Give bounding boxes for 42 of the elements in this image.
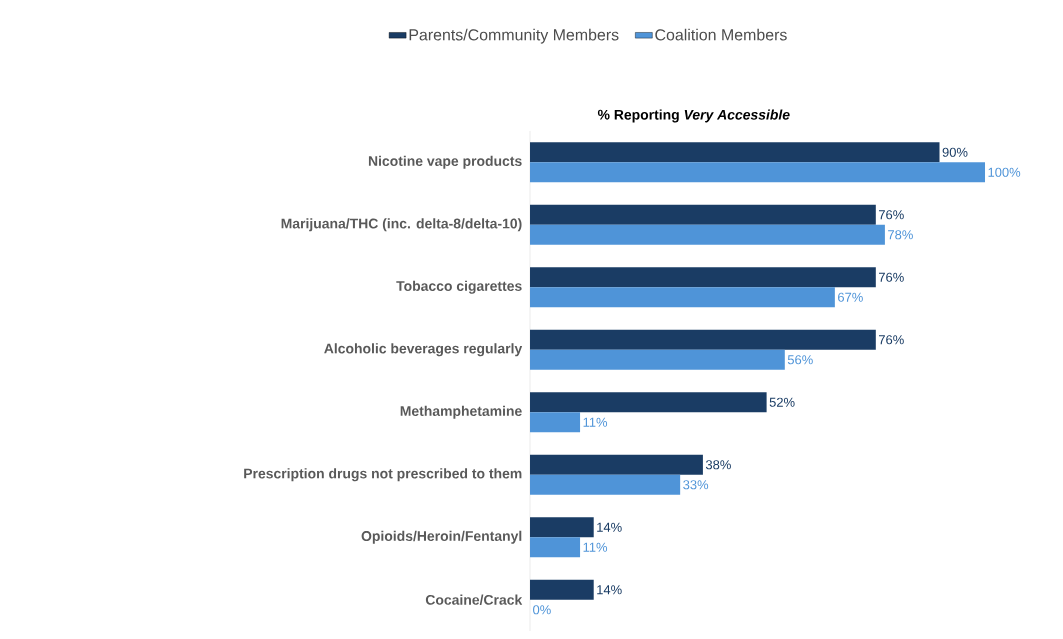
bar xyxy=(530,162,986,183)
y-tick-label: Opioids/Heroin/Fentanyl xyxy=(361,530,522,544)
y-tick-label: Methamphetamine xyxy=(400,405,522,419)
y-tick-label: Alcoholic beverages regularly xyxy=(324,343,523,357)
data-label: 76% xyxy=(879,335,904,345)
data-label: 52% xyxy=(769,397,795,407)
bar xyxy=(530,517,594,538)
bar xyxy=(530,224,885,245)
chart-title: % Reporting Very Accessible xyxy=(597,109,790,123)
data-label: 90% xyxy=(942,147,968,157)
data-label: 11% xyxy=(583,542,608,552)
data-label: 11% xyxy=(583,417,608,427)
y-tick-label: Prescription drugs not prescribed to them xyxy=(244,468,522,482)
data-label: 67% xyxy=(838,292,863,302)
bar xyxy=(530,267,876,288)
bar xyxy=(530,329,876,350)
y-tick-label: Cocaine/Crack xyxy=(425,594,523,605)
bar xyxy=(530,579,594,600)
data-label: 78% xyxy=(888,230,913,240)
bar xyxy=(530,287,835,308)
bar xyxy=(530,454,703,475)
bar xyxy=(530,537,581,558)
y-tick-label: Marijuana/THC (inc. delta-8/delta-10) xyxy=(281,218,522,232)
data-label: 14% xyxy=(597,522,622,532)
y-tick-label: Nicotine vape products xyxy=(368,155,522,169)
data-label: 76% xyxy=(879,272,904,282)
bar xyxy=(530,204,876,225)
data-label: 0% xyxy=(533,605,551,615)
legend-label: Parents/Community Members xyxy=(409,28,619,44)
data-label: 100% xyxy=(988,167,1021,177)
data-label: 14% xyxy=(597,585,622,595)
bar xyxy=(530,392,767,413)
bar xyxy=(530,412,581,433)
legend-label: Coalition Members xyxy=(655,28,787,41)
data-label: 56% xyxy=(787,355,813,365)
bar xyxy=(530,142,940,163)
data-label: 76% xyxy=(879,210,904,220)
data-label: 33% xyxy=(683,480,709,490)
data-label: 38% xyxy=(705,460,731,470)
bar xyxy=(530,474,681,495)
y-tick-label: Tobacco cigarettes xyxy=(396,280,522,294)
bar xyxy=(530,349,785,370)
